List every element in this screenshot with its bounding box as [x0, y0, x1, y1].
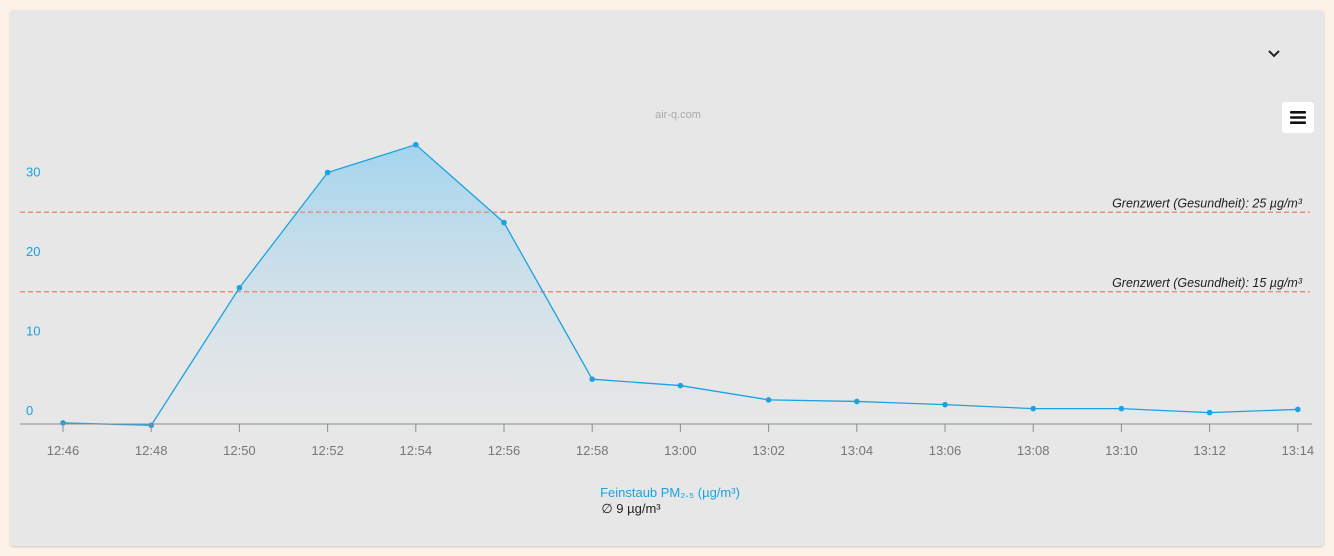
data-point[interactable] [501, 219, 507, 226]
x-tick-label: 12:46 [47, 443, 80, 458]
legend-average: ∅ 9 µg/m³ [601, 501, 661, 516]
y-tick-label: 0 [26, 403, 33, 418]
x-tick-label: 12:52 [311, 443, 344, 458]
x-tick-label: 12:56 [488, 443, 521, 458]
hamburger-menu-icon [1290, 111, 1306, 124]
x-tick-label: 12:50 [223, 443, 256, 458]
data-point[interactable] [942, 401, 948, 408]
data-point[interactable] [765, 397, 772, 403]
x-tick-label: 13:04 [841, 443, 874, 458]
x-tick-label: 13:02 [752, 443, 785, 458]
data-point[interactable] [1295, 406, 1301, 413]
y-tick-label: 10 [26, 324, 40, 339]
x-tick-label: 13:12 [1193, 443, 1226, 458]
y-tick-label: 30 [26, 165, 40, 180]
data-point[interactable] [324, 169, 331, 176]
chart-card [10, 10, 1324, 546]
chevron-down-icon[interactable] [1262, 42, 1286, 66]
chart-menu-button[interactable] [1282, 102, 1314, 133]
threshold-label: Grenzwert (Gesundheit): 25 µg/m³ [1112, 196, 1303, 210]
data-point[interactable] [589, 376, 595, 383]
x-tick-label: 12:58 [576, 443, 609, 458]
threshold-label: Grenzwert (Gesundheit): 15 µg/m³ [1112, 276, 1303, 290]
data-point[interactable] [1118, 405, 1125, 412]
chart-credit: air-q.com [655, 109, 701, 121]
legend-series-label[interactable]: Feinstaub PM₂.₅ (µg/m³) [600, 485, 740, 500]
series-area-fill [63, 144, 1298, 426]
x-tick-label: 13:06 [929, 443, 962, 458]
data-point[interactable] [1206, 409, 1213, 416]
data-point[interactable] [413, 141, 419, 148]
x-tick-label: 12:48 [135, 443, 168, 458]
y-tick-label: 20 [26, 244, 40, 259]
x-tick-label: 13:08 [1017, 443, 1050, 458]
x-tick-label: 13:00 [664, 443, 697, 458]
x-tick-label: 12:54 [400, 443, 433, 458]
data-point[interactable] [677, 382, 684, 389]
data-point[interactable] [236, 284, 243, 291]
x-tick-label: 13:10 [1105, 443, 1138, 458]
data-point[interactable] [854, 398, 860, 405]
x-tick-label: 13:14 [1282, 443, 1315, 458]
data-point[interactable] [1030, 405, 1036, 412]
